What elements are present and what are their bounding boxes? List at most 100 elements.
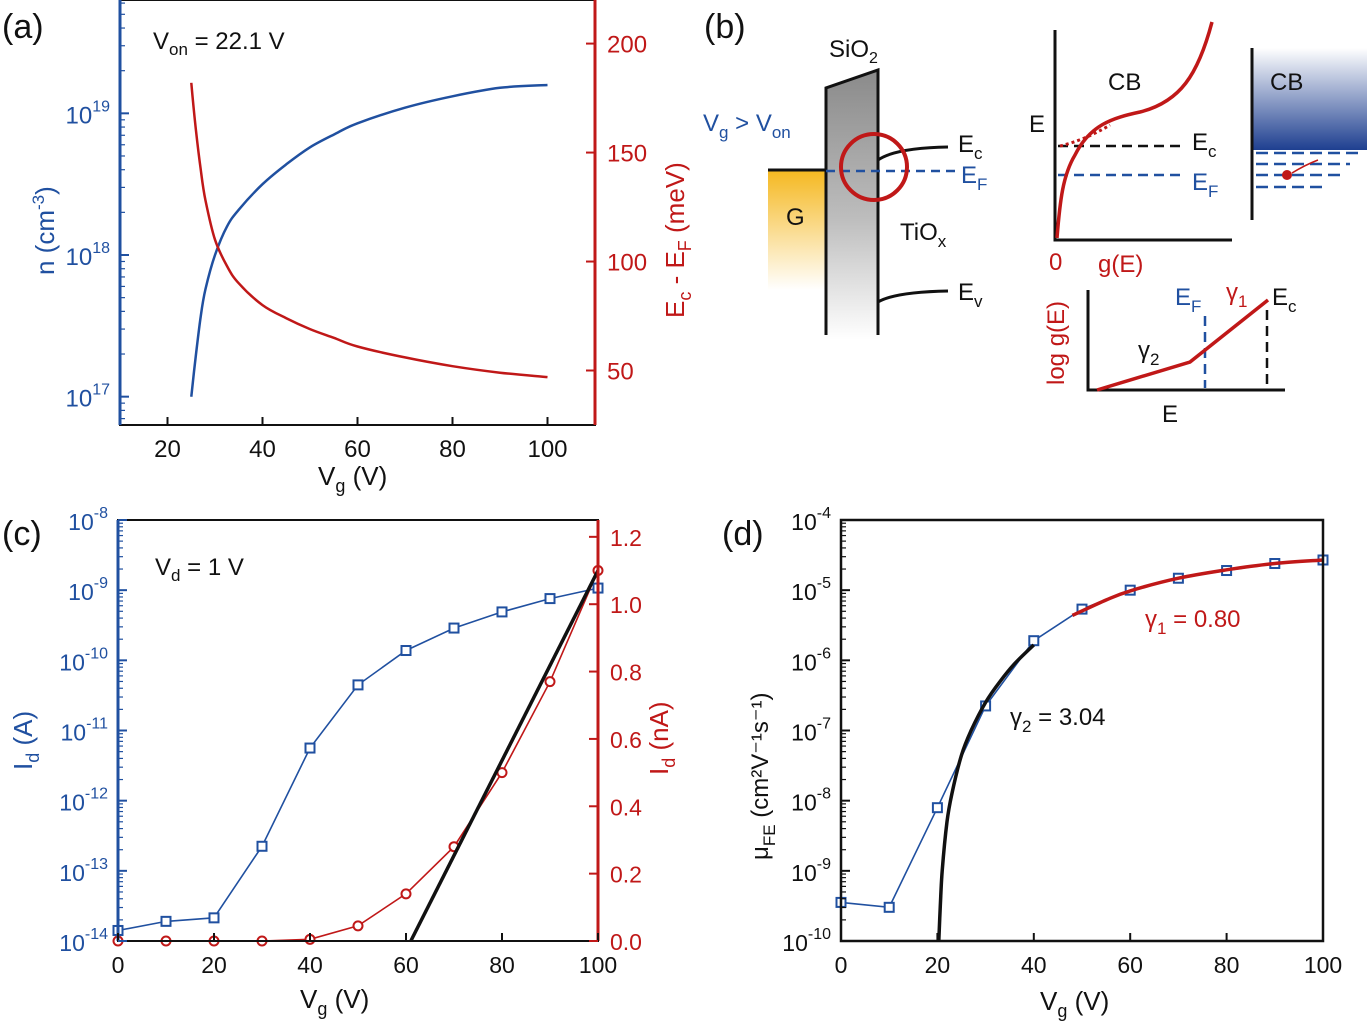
series-line-gamma2-fit	[937, 643, 1036, 942]
chart-c: 0 20 40 60 80 100 10-1410-1310-1210-1110-1010…	[8, 505, 679, 1019]
dos-tail-extrapolation	[1059, 123, 1111, 148]
chart-d-ylabel: μFE (cm²V⁻¹s⁻¹)	[747, 692, 779, 860]
data-point	[400, 888, 412, 900]
x-tick-label: 0	[835, 952, 848, 978]
dos-zero-label: 0	[1049, 249, 1062, 276]
y-left-tick-label: 10-10	[782, 926, 831, 956]
chart-c-ylabel-left: Id (A)	[8, 711, 43, 770]
cb-label: CB	[1270, 69, 1303, 96]
x-tick-label: 100	[1304, 952, 1342, 978]
y-right-tick-label: 150	[607, 141, 647, 168]
y-right-tick-label: 0.6	[610, 727, 642, 753]
y-left-tick-label: 1018	[66, 240, 111, 271]
chart-a: 20 40 60 80 100 1017 1018 1019 50 100 150 200 Von…	[29, 0, 695, 496]
data-point	[160, 915, 172, 927]
y-left-tick-label: 10-12	[59, 786, 108, 816]
sio2-barrier	[826, 70, 878, 340]
data-point	[256, 840, 268, 852]
series-line-id-linear	[118, 570, 599, 942]
panel-label-d: (d)	[722, 515, 764, 553]
y-right-tick-label: 0.0	[610, 929, 642, 955]
panel-label-b: (b)	[704, 8, 746, 46]
log-dos-xlabel: E	[1162, 401, 1178, 428]
log-dos-gamma2: γ2	[1138, 337, 1159, 369]
data-point	[544, 676, 556, 688]
panel-label-a: (a)	[2, 8, 44, 46]
data-point	[352, 920, 364, 932]
log-dos-gamma1: γ1	[1226, 279, 1247, 311]
y-left-tick-label: 10-7	[791, 716, 831, 746]
dos-ec-label: Ec	[1192, 129, 1217, 161]
x-tick-label: 60	[1117, 952, 1143, 978]
data-point	[496, 606, 508, 618]
y-left-tick-label: 10-6	[791, 645, 831, 675]
y-right-tick-label: 200	[607, 32, 647, 59]
y-left-tick-label: 1017	[66, 382, 111, 413]
interface-highlight-circle	[839, 132, 909, 202]
series-line-linear-fit	[409, 569, 600, 942]
chart-d-xlabel: Vg (V)	[1040, 986, 1109, 1021]
x-tick-label: 100	[579, 952, 617, 978]
log-dos-ec-label: Ec	[1272, 284, 1297, 316]
chart-a-xlabel: Vg (V)	[318, 461, 387, 496]
chart-c-x-ticks: 0 20 40 60 80 100	[112, 933, 617, 978]
x-tick-label: 40	[249, 436, 276, 463]
series-line-id-log	[117, 587, 599, 932]
x-tick-label: 60	[344, 436, 371, 463]
chart-a-x-ticks: 20 40 60 80 100	[154, 417, 568, 463]
y-left-tick-label: 10-9	[68, 575, 108, 605]
series-line-gamma1-fit	[1071, 558, 1324, 617]
data-point	[352, 679, 364, 691]
band-diagram: G SiO2 Vg > Von Ec EF TiOx Ev	[703, 36, 987, 340]
x-tick-label: 20	[201, 952, 227, 978]
conduction-band-edge	[877, 145, 949, 162]
x-tick-label: 80	[1214, 952, 1240, 978]
trapped-electron	[1282, 170, 1292, 180]
sio2-outline	[824, 67, 880, 335]
chart-c-ylabel-right: Id (nA)	[644, 701, 679, 775]
x-tick-label: 0	[112, 952, 125, 978]
y-left-tick-label: 10-4	[791, 505, 831, 535]
valence-band-edge	[877, 289, 949, 304]
y-left-tick-label: 10-9	[791, 856, 831, 886]
chart-d-annotation-gamma2: γ2 = 3.04	[1010, 704, 1106, 736]
data-point	[544, 593, 556, 605]
data-point	[304, 742, 316, 754]
x-tick-label: 100	[527, 436, 567, 463]
y-right-tick-label: 0.4	[610, 794, 642, 820]
gate-metal	[768, 170, 826, 290]
data-point	[400, 645, 412, 657]
chart-c-plot-area	[112, 565, 604, 947]
chart-a-annotation: Von = 22.1 V	[153, 28, 285, 59]
tiox-label: TiOx	[900, 219, 947, 251]
chart-d: 0 20 40 60 80 100 10-1010-910-810-710-610-510…	[747, 505, 1342, 1021]
dos-ef-label: EF	[1192, 169, 1218, 201]
chart-c-y-left-ticks: 10-14 10-13 10-12 10-11 10-10 10-9 10-8	[59, 505, 127, 956]
y-right-tick-label: 1.0	[610, 592, 642, 618]
chart-a-ylabel-right: Ec - EF (meV)	[660, 162, 695, 318]
dos-axes	[1053, 30, 1232, 242]
y-left-tick-label: 10-10	[59, 645, 108, 675]
chart-a-frame	[119, 0, 596, 426]
sio2-label: SiO2	[829, 36, 878, 67]
dos-g-axis-label: g(E)	[1098, 251, 1143, 278]
chart-d-x-ticks: 0 20 40 60 80 100	[835, 933, 1342, 978]
y-left-tick-label: 10-11	[60, 716, 108, 746]
chart-d-annotation-gamma1: γ1 = 0.80	[1145, 606, 1241, 638]
ef-label: EF	[961, 162, 987, 194]
chart-a-ylabel-left: n (cm-3)	[29, 186, 60, 275]
log-dos-diagram: log g(E) E EF Ec γ1 γ2	[1043, 279, 1297, 428]
trap-state-diagram: CB	[1250, 48, 1367, 220]
dos-curve	[1055, 21, 1214, 239]
panel-label-c: (c)	[2, 515, 42, 553]
log-dos-axes	[1086, 290, 1285, 392]
y-right-tick-label: 0.2	[610, 862, 642, 888]
y-left-tick-label: 10-14	[59, 926, 108, 956]
hopping-arrow	[1291, 159, 1319, 174]
vg-condition-label: Vg > Von	[703, 110, 791, 142]
dos-cb-label: CB	[1108, 69, 1141, 96]
series-line-ec---ef	[190, 82, 548, 379]
y-right-tick-label: 0.8	[610, 660, 642, 686]
chart-a-y-right-ticks: 50 100 150 200	[586, 32, 647, 386]
